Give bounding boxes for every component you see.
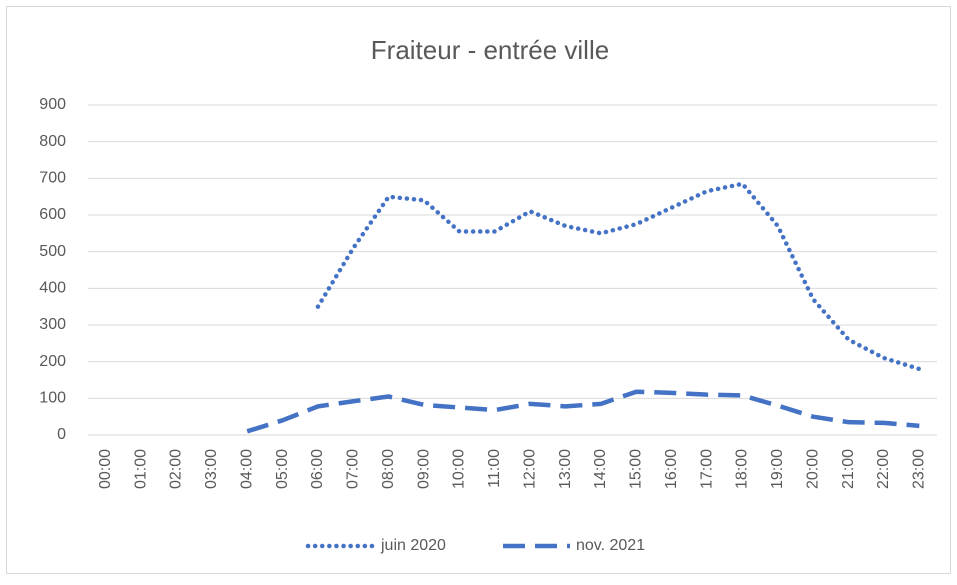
x-tick-label: 02:00: [168, 449, 185, 489]
x-tick-label: 00:00: [97, 449, 114, 489]
y-tick-label: 0: [57, 426, 66, 443]
series-line: [315, 181, 922, 372]
legend-label: nov. 2021: [576, 537, 645, 554]
chart-frame: [6, 6, 951, 574]
y-tick-label: 200: [39, 353, 66, 370]
y-tick-label: 700: [39, 170, 66, 187]
x-tick-label: 07:00: [345, 449, 362, 489]
x-tick-label: 18:00: [734, 449, 751, 489]
x-tick-label: 12:00: [521, 449, 538, 489]
x-tick-label: 11:00: [486, 449, 503, 488]
x-tick-label: 01:00: [132, 449, 149, 489]
chart-title: Fraiteur - entrée ville: [371, 35, 609, 65]
x-tick-label: 22:00: [875, 449, 892, 489]
y-tick-label: 600: [39, 206, 66, 223]
y-tick-label: 800: [39, 133, 66, 150]
x-tick-label: 05:00: [274, 449, 291, 489]
x-tick-label: 23:00: [911, 449, 928, 489]
x-tick-label: 16:00: [663, 449, 680, 489]
y-tick-label: 400: [39, 280, 66, 297]
x-tick-label: 19:00: [769, 449, 786, 489]
y-tick-label: 300: [39, 316, 66, 333]
x-tick-label: 15:00: [628, 449, 645, 489]
y-tick-label: 100: [39, 390, 66, 407]
series-line: [246, 389, 920, 434]
x-tick-label: 04:00: [238, 449, 255, 489]
x-tick-label: 09:00: [415, 449, 432, 489]
y-tick-label: 500: [39, 243, 66, 260]
x-tick-label: 21:00: [840, 449, 857, 489]
x-tick-label: 10:00: [451, 449, 468, 489]
x-tick-label: 17:00: [698, 449, 715, 489]
y-tick-label: 900: [39, 96, 66, 113]
x-tick-label: 20:00: [804, 449, 821, 489]
x-tick-label: 06:00: [309, 449, 326, 489]
x-tick-label: 03:00: [203, 449, 220, 489]
x-tick-label: 13:00: [557, 449, 574, 489]
x-tick-label: 08:00: [380, 449, 397, 489]
x-tick-label: 14:00: [592, 449, 609, 489]
legend-label: juin 2020: [380, 537, 446, 554]
